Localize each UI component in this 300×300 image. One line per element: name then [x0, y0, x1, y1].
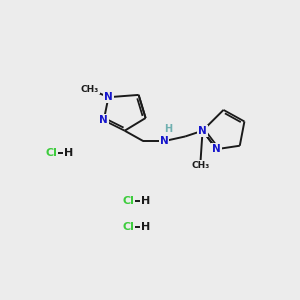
Text: N: N [104, 92, 113, 102]
Text: N: N [99, 115, 108, 125]
Text: Cl: Cl [122, 196, 134, 206]
Text: H: H [141, 196, 150, 206]
Text: Cl: Cl [122, 222, 134, 232]
Text: H: H [164, 124, 172, 134]
Text: H: H [64, 148, 74, 158]
Text: CH₃: CH₃ [191, 161, 209, 170]
Text: N: N [160, 136, 169, 146]
Text: Cl: Cl [46, 148, 57, 158]
Text: CH₃: CH₃ [81, 85, 99, 94]
Text: N: N [212, 144, 221, 154]
Text: N: N [198, 126, 207, 136]
Text: H: H [141, 222, 150, 232]
